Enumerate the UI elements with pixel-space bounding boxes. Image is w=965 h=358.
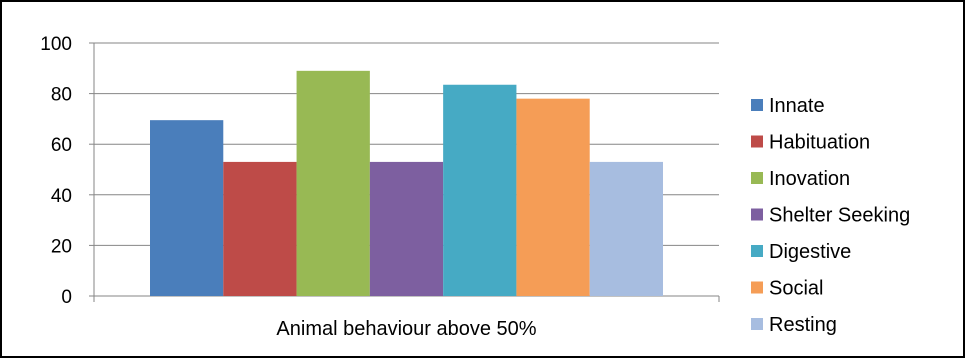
legend-swatch bbox=[751, 208, 763, 221]
legend-swatch bbox=[751, 99, 763, 111]
bar-shelter-seeking bbox=[369, 161, 444, 296]
legend-item: Social bbox=[751, 278, 823, 300]
y-axis-tick-labels: 0 20 40 60 80 100 bbox=[40, 34, 72, 308]
legend-label: Resting bbox=[769, 314, 837, 336]
bar-habituation bbox=[223, 161, 297, 296]
legend-label: Inovation bbox=[769, 168, 850, 190]
legend-label: Digestive bbox=[769, 241, 851, 263]
bar-digestive bbox=[443, 84, 517, 297]
bars bbox=[150, 70, 663, 297]
legend-swatch bbox=[751, 172, 763, 184]
x-category-label: Animal behaviour above 50% bbox=[276, 318, 536, 340]
legend-label: Habituation bbox=[769, 132, 870, 154]
legend-swatch bbox=[751, 281, 763, 294]
y-tick-label: 80 bbox=[51, 85, 72, 106]
bar-innate bbox=[150, 120, 224, 296]
bar-resting bbox=[589, 161, 663, 296]
legend-item: Shelter Seeking bbox=[751, 205, 910, 227]
legend-swatch bbox=[751, 135, 763, 148]
y-tick-label: 60 bbox=[51, 135, 72, 156]
bar-inovation bbox=[296, 70, 370, 296]
y-tick-label: 0 bbox=[61, 287, 72, 308]
legend-item: Resting bbox=[751, 314, 837, 336]
legend: Innate Habituation Inovation Shelter Seekin… bbox=[751, 95, 910, 336]
y-tick-label: 40 bbox=[51, 186, 72, 207]
legend-label: Innate bbox=[769, 95, 825, 117]
legend-swatch bbox=[751, 245, 763, 257]
legend-label: Social bbox=[769, 278, 823, 300]
legend-label: Shelter Seeking bbox=[769, 205, 910, 227]
legend-item: Innate bbox=[751, 95, 825, 117]
y-tick-label: 20 bbox=[51, 236, 72, 257]
legend-item: Inovation bbox=[751, 168, 850, 190]
legend-item: Habituation bbox=[751, 132, 870, 154]
bar-social bbox=[516, 98, 590, 296]
y-tick-label: 100 bbox=[40, 34, 72, 55]
x-axis-category-labels: Animal behaviour above 50% bbox=[276, 318, 536, 340]
legend-item: Digestive bbox=[751, 241, 851, 263]
legend-swatch bbox=[751, 318, 763, 330]
